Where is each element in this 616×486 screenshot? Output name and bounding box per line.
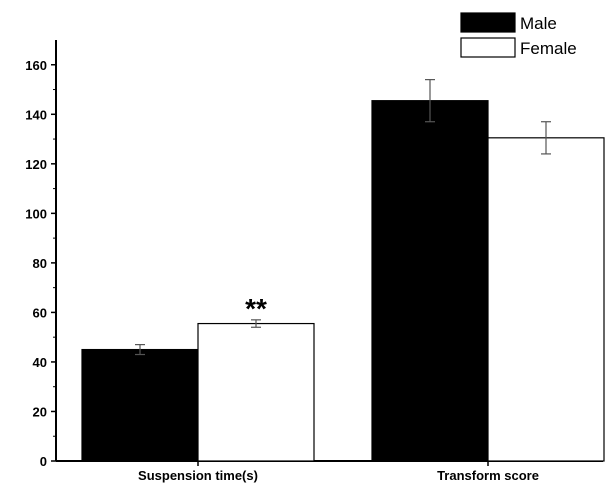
bars — [81, 100, 605, 462]
bar-female-1 — [487, 137, 605, 462]
y-tick-label: 120 — [25, 157, 47, 172]
y-tick-label: 100 — [25, 206, 47, 221]
y-axis: 0 20 40 60 80 100 120 140 160 — [25, 40, 57, 469]
y-tick-label: 60 — [33, 305, 47, 320]
x-category-label: Suspension time(s) — [138, 468, 258, 483]
bar-male-0 — [81, 348, 199, 462]
annotations: ** — [245, 293, 267, 324]
legend-label: Female — [520, 39, 577, 58]
error-bars — [135, 79, 551, 356]
y-tick-label: 160 — [25, 58, 47, 73]
significance-marker: ** — [245, 293, 267, 324]
legend-swatch-female — [460, 37, 516, 58]
bar-female-0 — [197, 322, 315, 462]
x-axis: Suspension time(s) Transform score — [56, 460, 603, 483]
y-tick-label: 20 — [33, 404, 47, 419]
y-tick-label: 80 — [33, 256, 47, 271]
y-tick-label: 0 — [40, 454, 47, 469]
legend-swatch-male — [460, 12, 516, 33]
y-tick-label: 140 — [25, 107, 47, 122]
x-category-label: Transform score — [437, 468, 539, 483]
legend-label: Male — [520, 14, 557, 33]
legend: Male Female — [460, 12, 577, 58]
bar-male-1 — [371, 100, 489, 462]
y-tick-label: 40 — [33, 355, 47, 370]
